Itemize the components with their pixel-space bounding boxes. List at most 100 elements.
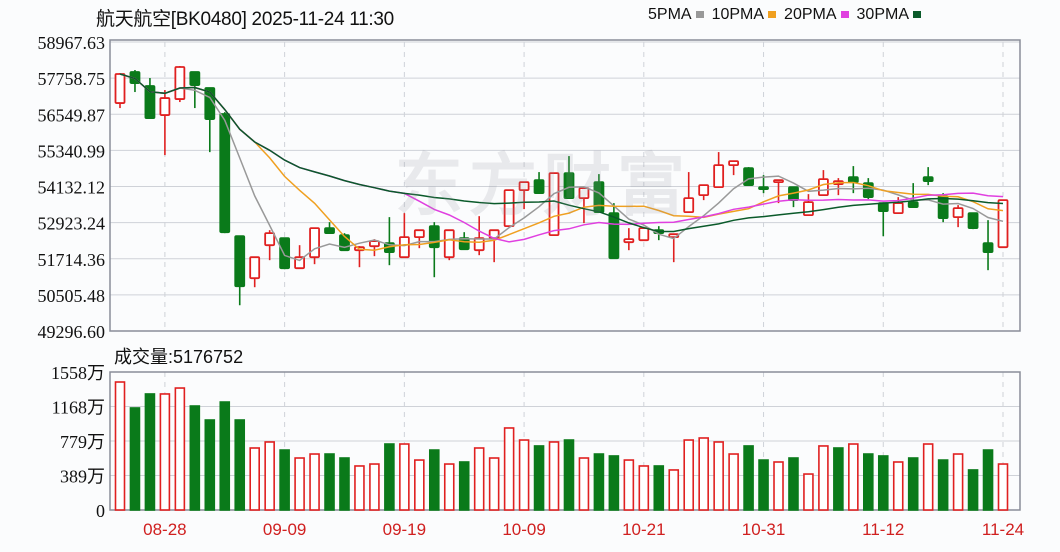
volume-bar-up <box>414 459 425 511</box>
candle-down <box>144 85 156 119</box>
ma30-line <box>119 73 1004 233</box>
volume-bar-down <box>758 459 769 511</box>
volume-bar-up <box>309 453 320 511</box>
date-tick-label: 10-09 <box>502 520 545 539</box>
candle-down <box>279 237 291 270</box>
candle-up <box>698 184 710 197</box>
volume-bar-down <box>144 393 156 511</box>
volume-bar-down <box>204 419 216 511</box>
legend-item-30pma: 30PMA <box>857 6 921 24</box>
volume-bar-up <box>369 463 380 511</box>
candle-up <box>443 229 455 259</box>
candle-down <box>877 202 889 213</box>
volume-bar-up <box>174 387 186 511</box>
volume-bar-down <box>593 453 605 511</box>
candle-down <box>189 71 201 86</box>
candle-down <box>428 225 440 249</box>
volume-bar-down <box>563 439 575 511</box>
volume-bar-down <box>743 445 754 511</box>
volume-bar-up <box>728 453 739 511</box>
date-tick-label: 09-09 <box>263 520 306 539</box>
candle-up <box>309 227 320 259</box>
candle-down <box>533 179 545 195</box>
volume-tick-label: 1558万 <box>51 363 105 383</box>
volume-bar-up <box>473 447 485 511</box>
volume-bar-down <box>833 447 844 511</box>
volume-tick-label: 0 <box>96 501 105 521</box>
candle-down <box>563 172 575 200</box>
volume-tick-label: 779万 <box>60 432 105 452</box>
date-tick-label: 09-19 <box>383 520 426 539</box>
volume-bar-down <box>907 457 919 511</box>
volume-bar-down <box>279 449 290 511</box>
price-tick-label: 54132.12 <box>38 178 106 198</box>
price-tick-label: 58967.63 <box>38 33 106 53</box>
candle-up <box>638 227 650 242</box>
volume-bar-up <box>488 457 500 511</box>
chart-title: 航天航空[BK0480] 2025-11-24 11:30 <box>96 9 394 30</box>
legend-label: 20PMA <box>784 6 837 23</box>
volume-bar-up <box>249 447 260 511</box>
price-tick-label: 49296.60 <box>38 322 106 342</box>
volume-bar-up <box>803 473 814 511</box>
candle-down <box>967 212 979 230</box>
candle-up <box>997 199 1009 249</box>
price-tick-label: 50505.48 <box>38 286 106 306</box>
legend-swatch <box>840 11 849 19</box>
candle-up <box>728 160 740 167</box>
candle-down <box>758 186 769 191</box>
legend-item-10pma: 10PMA <box>711 6 777 24</box>
candle-up <box>413 229 425 239</box>
candle-up <box>892 202 904 215</box>
candle-up <box>713 164 725 189</box>
legend-swatch <box>695 11 704 19</box>
volume-bar-up <box>264 441 275 511</box>
volume-bar-up <box>294 457 305 511</box>
volume-bar-up <box>638 465 650 511</box>
legend-label: 5PMA <box>648 6 692 23</box>
volume-bar-down <box>324 453 335 511</box>
legend-swatch <box>912 11 921 19</box>
candle-up <box>473 237 485 252</box>
volume-bar-down <box>234 419 246 511</box>
candle-down <box>982 242 994 254</box>
volume-bar-down <box>608 455 620 511</box>
candle-up <box>518 181 530 192</box>
volume-bar-up <box>578 457 590 511</box>
volume-bar-down <box>937 459 949 511</box>
volume-bar-down <box>384 443 395 511</box>
volume-bar-up <box>548 441 560 511</box>
legend-item-20pma: 20PMA <box>784 6 849 24</box>
volume-bar-up <box>159 393 171 511</box>
volume-bar-down <box>982 449 994 511</box>
candle-up <box>159 97 171 116</box>
volume-bar-down <box>877 455 889 511</box>
candle-up <box>503 189 515 228</box>
volume-bar-down <box>863 453 874 511</box>
volume-bar-up <box>114 381 126 511</box>
candle-up <box>773 179 784 184</box>
volume-bar-up <box>623 459 635 511</box>
volume-bar-down <box>129 407 141 511</box>
candle-up <box>249 256 261 280</box>
volume-bar-up <box>503 427 515 511</box>
date-tick-label: 11-12 <box>862 520 904 539</box>
candle-up <box>264 232 276 247</box>
volume-bar-up <box>518 439 530 511</box>
candle-up <box>114 73 126 104</box>
date-tick-label: 11-24 <box>982 520 1024 539</box>
legend-label: 30PMA <box>856 6 909 23</box>
candle-down <box>847 176 859 184</box>
volume-bar-up <box>952 453 964 511</box>
volume-bar-up <box>997 463 1009 511</box>
candle-up <box>369 240 380 248</box>
candle-up <box>623 238 635 244</box>
volume-bar-down <box>458 461 470 511</box>
legend-label: 10PMA <box>711 6 765 23</box>
price-tick-label: 51714.36 <box>38 250 106 270</box>
candle-up <box>683 197 695 214</box>
volume-bar-down <box>967 469 979 511</box>
volume-bar-up <box>892 461 904 511</box>
volume-bar-up <box>668 469 680 511</box>
